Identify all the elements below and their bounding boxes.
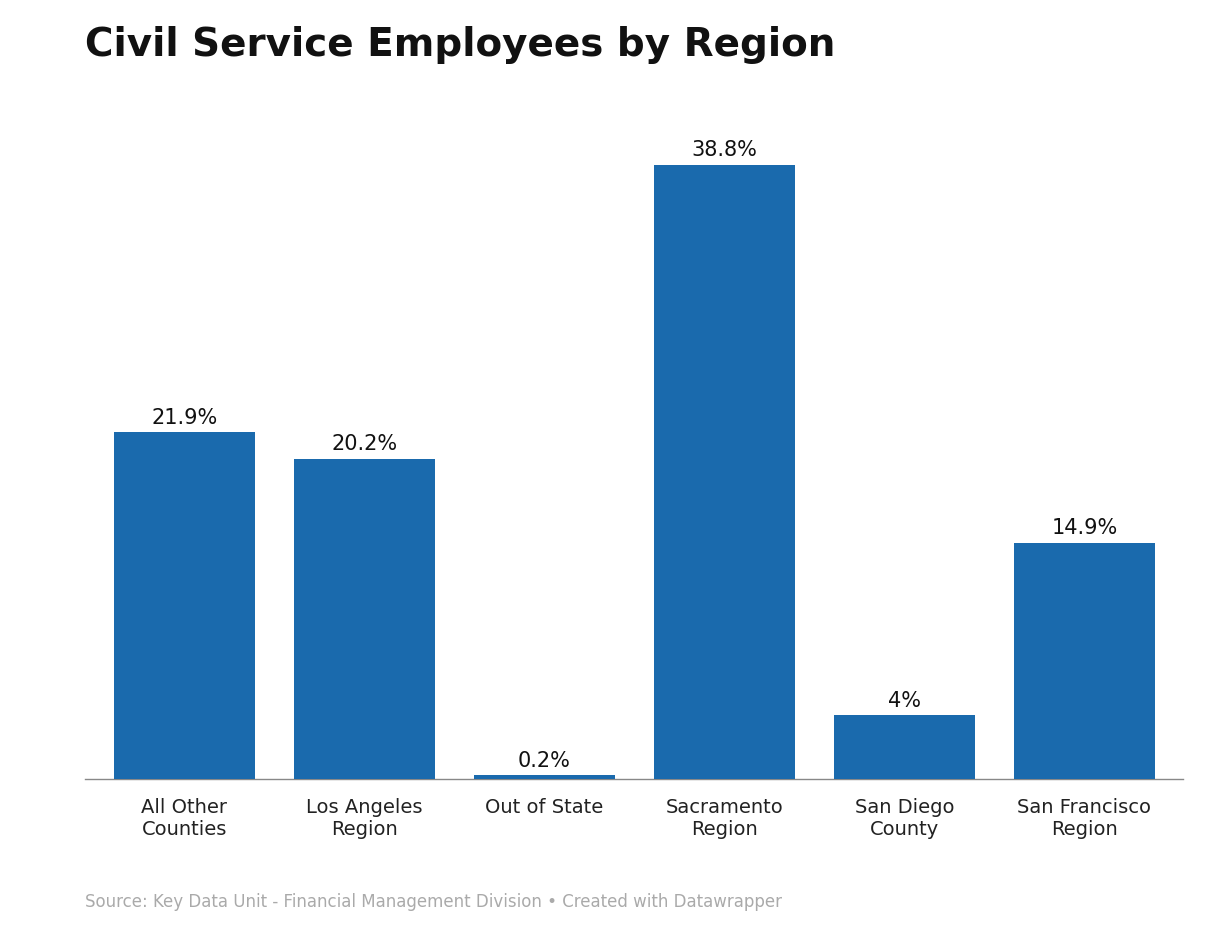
Bar <box>115 433 255 779</box>
Text: 38.8%: 38.8% <box>692 140 758 160</box>
Text: 0.2%: 0.2% <box>518 750 571 770</box>
Text: 14.9%: 14.9% <box>1052 518 1118 538</box>
Bar <box>294 460 434 779</box>
Text: 21.9%: 21.9% <box>151 407 217 427</box>
Text: Civil Service Employees by Region: Civil Service Employees by Region <box>85 26 836 64</box>
Text: 4%: 4% <box>888 690 921 710</box>
Bar <box>475 776 615 779</box>
Text: 20.2%: 20.2% <box>332 434 398 454</box>
Bar <box>1014 543 1154 779</box>
Bar <box>834 716 975 779</box>
Text: Source: Key Data Unit - Financial Management Division • Created with Datawrapper: Source: Key Data Unit - Financial Manage… <box>85 893 782 910</box>
Bar <box>654 166 794 779</box>
